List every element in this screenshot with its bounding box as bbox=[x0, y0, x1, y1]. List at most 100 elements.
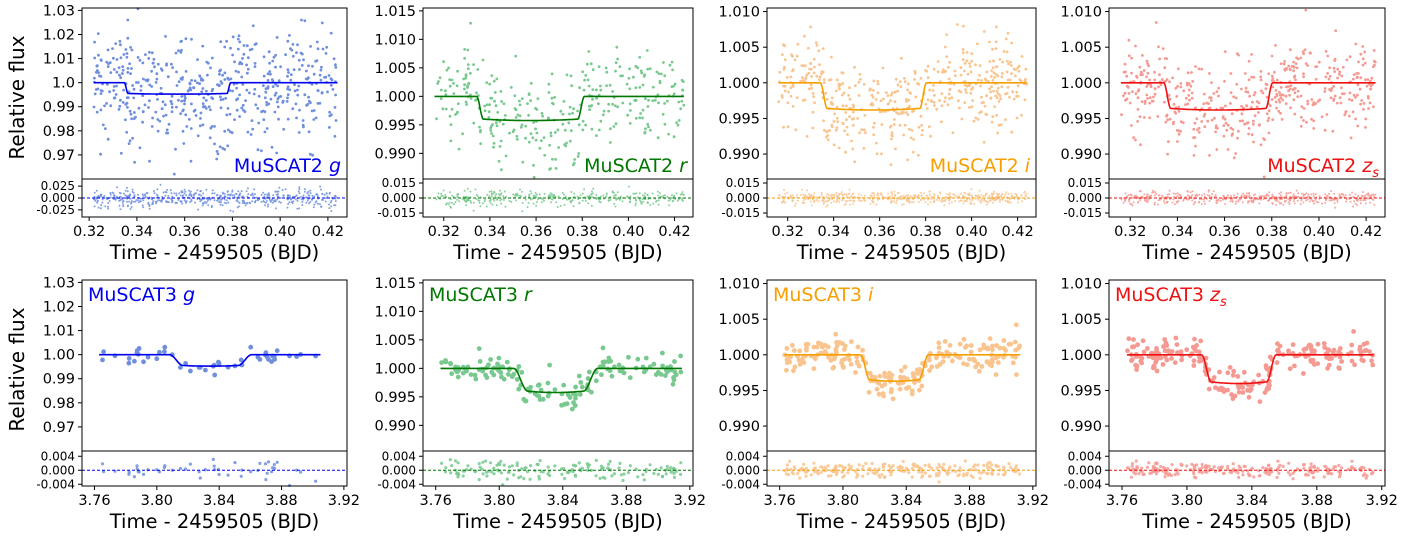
data-point bbox=[921, 128, 924, 132]
data-point bbox=[1324, 50, 1328, 53]
residual-point bbox=[260, 200, 263, 203]
data-point bbox=[818, 78, 821, 82]
residual-point bbox=[864, 461, 868, 465]
residual-point bbox=[998, 200, 1001, 203]
data-point bbox=[268, 70, 272, 73]
residual-point bbox=[517, 476, 521, 480]
data-point bbox=[1310, 117, 1313, 121]
residual-point bbox=[478, 199, 481, 202]
data-point bbox=[485, 81, 489, 84]
data-point bbox=[1153, 70, 1156, 74]
data-point bbox=[1165, 348, 1171, 354]
data-point bbox=[114, 42, 118, 45]
data-point bbox=[1299, 94, 1303, 98]
residual-point bbox=[1001, 473, 1006, 477]
residual-point bbox=[642, 478, 646, 482]
data-point bbox=[957, 341, 963, 347]
data-point bbox=[205, 89, 208, 93]
residual-point bbox=[812, 470, 817, 474]
data-point bbox=[553, 131, 557, 134]
data-point bbox=[914, 95, 918, 99]
data-point bbox=[597, 65, 601, 68]
x-tick-label: 3.80 bbox=[141, 493, 173, 509]
data-point bbox=[264, 354, 270, 360]
data-point bbox=[190, 102, 193, 106]
data-point bbox=[1240, 104, 1243, 108]
data-point bbox=[1164, 120, 1168, 124]
data-point bbox=[994, 40, 998, 44]
residual-point bbox=[510, 200, 513, 203]
residual-point bbox=[515, 461, 519, 465]
residual-point bbox=[490, 190, 493, 193]
residual-point bbox=[868, 467, 872, 471]
residual-point bbox=[298, 188, 301, 191]
residual-point bbox=[1191, 190, 1194, 193]
data-point bbox=[905, 111, 908, 114]
data-point bbox=[1312, 119, 1316, 123]
data-point bbox=[1145, 346, 1150, 351]
data-point bbox=[121, 101, 125, 104]
data-point bbox=[856, 117, 860, 120]
data-point bbox=[464, 74, 468, 78]
data-point bbox=[100, 89, 104, 93]
band-label: MuSCAT3 i bbox=[773, 284, 874, 306]
data-point bbox=[109, 71, 113, 74]
data-point bbox=[1283, 68, 1287, 72]
data-point bbox=[965, 59, 969, 63]
residual-point bbox=[133, 195, 136, 198]
residual-point bbox=[960, 197, 962, 200]
residual-point bbox=[1362, 191, 1364, 193]
data-point bbox=[590, 104, 594, 107]
residual-point bbox=[933, 199, 936, 202]
data-point bbox=[1236, 389, 1242, 395]
data-point bbox=[285, 100, 289, 103]
data-point bbox=[106, 137, 110, 141]
residual-point bbox=[782, 200, 785, 203]
residual-point bbox=[904, 195, 907, 198]
data-point bbox=[489, 129, 493, 132]
residual-point bbox=[467, 198, 470, 201]
data-point bbox=[873, 121, 876, 125]
residual-point bbox=[562, 193, 565, 196]
data-point bbox=[1354, 95, 1357, 99]
data-point bbox=[835, 116, 839, 120]
residual-point bbox=[964, 192, 967, 195]
residual-point bbox=[812, 194, 815, 197]
panel-muscat2-r: 0.9900.9951.0001.0051.0101.0150.0150.000… bbox=[374, 4, 694, 264]
residual-point bbox=[526, 206, 529, 209]
residual-point bbox=[1242, 192, 1244, 195]
residual-point bbox=[1159, 198, 1162, 201]
residual-point bbox=[253, 188, 256, 191]
data-point bbox=[681, 88, 685, 92]
data-point bbox=[929, 99, 933, 103]
data-point bbox=[940, 104, 944, 108]
residual-point bbox=[835, 192, 838, 194]
data-point bbox=[928, 125, 931, 129]
residual-point bbox=[118, 199, 121, 202]
residual-point bbox=[555, 201, 558, 204]
data-point bbox=[201, 44, 205, 48]
data-point bbox=[1293, 75, 1296, 79]
data-point bbox=[491, 372, 497, 378]
data-point bbox=[996, 86, 1000, 90]
residual-point bbox=[1009, 201, 1012, 204]
residual-point bbox=[1136, 196, 1139, 198]
data-point bbox=[832, 143, 836, 147]
residual-point bbox=[951, 193, 954, 196]
data-point bbox=[1012, 97, 1016, 101]
residual-point bbox=[550, 201, 553, 204]
data-point bbox=[324, 52, 328, 55]
residual-point bbox=[247, 193, 250, 196]
residual-point bbox=[1005, 191, 1008, 194]
data-point bbox=[231, 53, 235, 57]
residual-point bbox=[827, 199, 830, 202]
residual-point bbox=[1372, 193, 1375, 196]
residual-point bbox=[812, 461, 816, 465]
data-point bbox=[561, 122, 565, 126]
data-point bbox=[572, 107, 575, 111]
data-point bbox=[875, 141, 878, 145]
residual-y-tick-label: -0.015 bbox=[1063, 206, 1102, 220]
data-point bbox=[909, 136, 913, 140]
data-point bbox=[910, 371, 916, 376]
residual-point bbox=[869, 202, 872, 205]
